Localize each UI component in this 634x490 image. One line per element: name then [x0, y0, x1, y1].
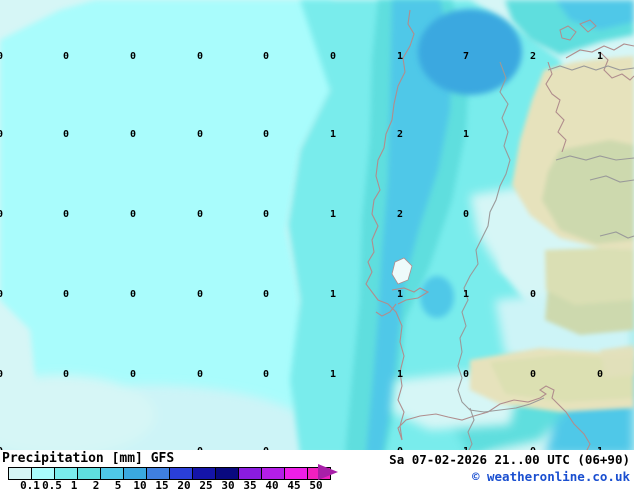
- color-scale-tick-label: 50: [309, 479, 323, 490]
- grid-value-label: 1: [329, 209, 337, 220]
- color-scale-tick-label: 10: [133, 479, 147, 490]
- color-scale-overflow-arrow-icon: [318, 464, 338, 480]
- grid-value-label: 0: [329, 51, 337, 62]
- color-scale-tick-label: 35: [243, 479, 257, 490]
- grid-value-label: 0: [196, 129, 204, 140]
- color-scale-tick-label: 20: [177, 479, 191, 490]
- grid-value-label: 1: [396, 289, 404, 300]
- grid-value-label: 0: [129, 289, 137, 300]
- color-scale-tick-label: 15: [155, 479, 169, 490]
- color-scale-tick-label: 45: [287, 479, 301, 490]
- grid-value-label: 1: [462, 289, 470, 300]
- grid-value-label: 0: [196, 289, 204, 300]
- color-scale-tick-label: 0.5: [42, 479, 62, 490]
- grid-value-label: 1: [329, 129, 337, 140]
- grid-value-label: 7: [462, 51, 470, 62]
- grid-value-label: 0: [0, 130, 3, 140]
- grid-value-label: 0: [0, 290, 3, 300]
- grid-value-label: 0: [462, 369, 470, 380]
- color-scale-ticks: 0.1 0.5 1 2 5 10 15 20 25 30 35 40 45 50: [0, 479, 340, 490]
- color-scale-tick-label: 30: [221, 479, 235, 490]
- grid-value-label: 1: [596, 51, 604, 62]
- grid-value-label: 0: [62, 369, 70, 380]
- grid-value-label: 0: [62, 129, 70, 140]
- grid-value-label: 0: [196, 209, 204, 220]
- grid-value-label: 0: [0, 52, 3, 62]
- grid-value-label: 0: [529, 289, 537, 300]
- grid-value-label: 2: [529, 51, 537, 62]
- color-scale-tick-label: 40: [265, 479, 279, 490]
- color-scale-tick-label: 5: [114, 479, 122, 490]
- color-scale-swatch: [55, 468, 78, 479]
- color-scale-tick-label: 0.1: [20, 479, 40, 490]
- grid-value-label: 2: [396, 129, 404, 140]
- grid-value-label: 1: [329, 289, 337, 300]
- color-scale-swatch: [9, 468, 32, 479]
- color-scale-swatch: [78, 468, 101, 479]
- color-scale-tick-label: 25: [199, 479, 213, 490]
- grid-value-label: 0: [462, 209, 470, 220]
- color-scale-swatch: [32, 468, 55, 479]
- grid-value-label: 0: [196, 51, 204, 62]
- grid-value-label: 0: [129, 129, 137, 140]
- color-scale-swatch: [216, 468, 239, 479]
- color-scale-swatch: [101, 468, 124, 479]
- color-scale-tick-label: 1: [70, 479, 78, 490]
- grid-value-label: 1: [396, 51, 404, 62]
- grid-value-label: 0: [62, 289, 70, 300]
- legend-title: Precipitation [mm] GFS: [2, 451, 175, 466]
- color-scale-tick-label: 2: [92, 479, 100, 490]
- grid-value-label: 1: [329, 369, 337, 380]
- color-scale-swatch: [193, 468, 216, 479]
- grid-value-label: 0: [262, 51, 270, 62]
- grid-value-label: 0: [529, 369, 537, 380]
- grid-value-label: 0: [62, 209, 70, 220]
- color-scale-swatch: [239, 468, 262, 479]
- color-scale-swatch: [285, 468, 308, 479]
- valid-time-stamp: Sa 07-02-2026 21..00 UTC (06+90): [389, 452, 630, 467]
- grid-value-label: 0: [0, 370, 3, 380]
- grid-value-label: 0: [62, 51, 70, 62]
- grid-value-label: 0: [0, 210, 3, 220]
- color-scale-swatch: [124, 468, 147, 479]
- color-scale-swatch: [262, 468, 285, 479]
- copyright-notice[interactable]: © weatheronline.co.uk: [471, 469, 630, 484]
- grid-value-label: 0: [262, 289, 270, 300]
- grid-value-label: 0: [196, 369, 204, 380]
- color-scale-swatch: [170, 468, 193, 479]
- grid-value-label: 0: [129, 209, 137, 220]
- grid-value-label: 0: [262, 369, 270, 380]
- grid-value-label: 0: [262, 129, 270, 140]
- grid-value-label: 2: [396, 209, 404, 220]
- grid-value-label: 1: [462, 129, 470, 140]
- legend-bar: Precipitation [mm] GFS 0.1 0.5 1 2 5 10 15 20 25…: [0, 450, 634, 490]
- grid-value-label: 0: [129, 51, 137, 62]
- grid-value-label: 0: [129, 369, 137, 380]
- grid-value-label: 0: [262, 209, 270, 220]
- grid-value-label: 1: [396, 369, 404, 380]
- color-scale-swatch: [147, 468, 170, 479]
- grid-value-label: 0: [596, 369, 604, 380]
